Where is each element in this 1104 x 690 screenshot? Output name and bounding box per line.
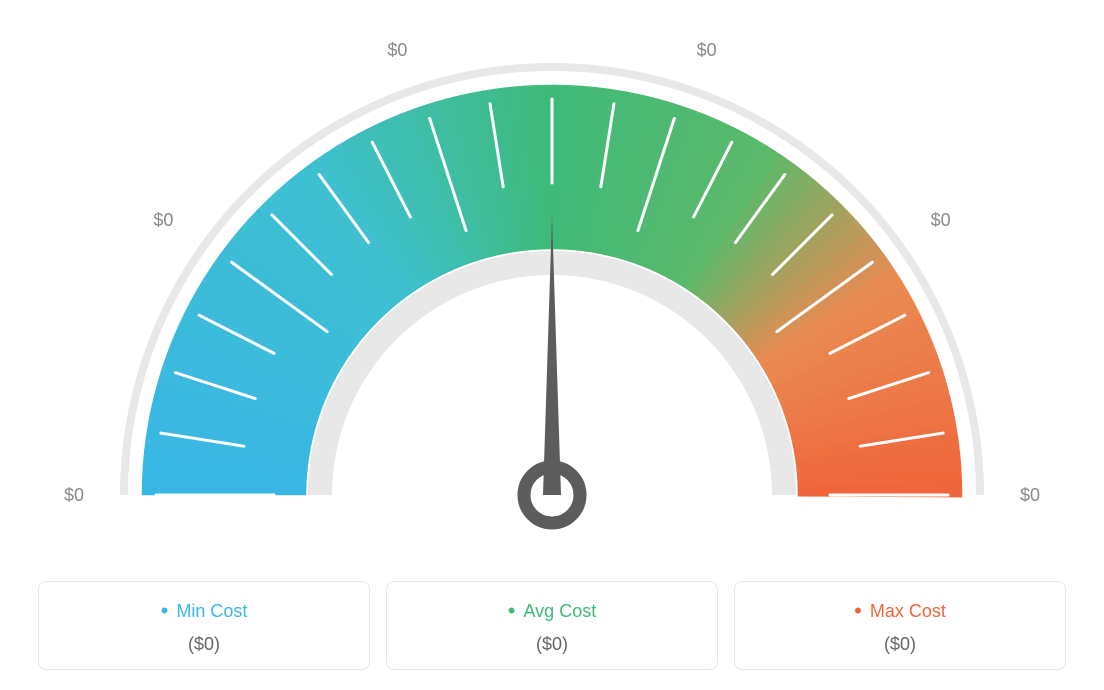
gauge-tick-label: $0 (153, 210, 173, 230)
legend-card-avg: Avg Cost ($0) (386, 581, 718, 670)
legend-card-min: Min Cost ($0) (38, 581, 370, 670)
gauge-svg: $0 $0 $0 $0 $0 $0 (0, 0, 1104, 560)
cost-gauge-widget: $0 $0 $0 $0 $0 $0 Min Cost ($0) Avg Cost ($0)… (0, 0, 1104, 690)
legend-avg-label: Avg Cost (397, 598, 707, 624)
legend-card-max: Max Cost ($0) (734, 581, 1066, 670)
legend-avg-value: ($0) (397, 634, 707, 655)
legend-max-value: ($0) (745, 634, 1055, 655)
legend-row: Min Cost ($0) Avg Cost ($0) Max Cost ($0… (38, 581, 1066, 670)
gauge-tick-label: $0 (1020, 485, 1040, 505)
legend-min-value: ($0) (49, 634, 359, 655)
legend-max-label: Max Cost (745, 598, 1055, 624)
legend-min-label: Min Cost (49, 598, 359, 624)
gauge-tick-label: $0 (387, 40, 407, 60)
gauge-tick-label: $0 (64, 485, 84, 505)
gauge-area: $0 $0 $0 $0 $0 $0 (0, 0, 1104, 560)
gauge-tick-label: $0 (697, 40, 717, 60)
gauge-tick-label: $0 (931, 210, 951, 230)
